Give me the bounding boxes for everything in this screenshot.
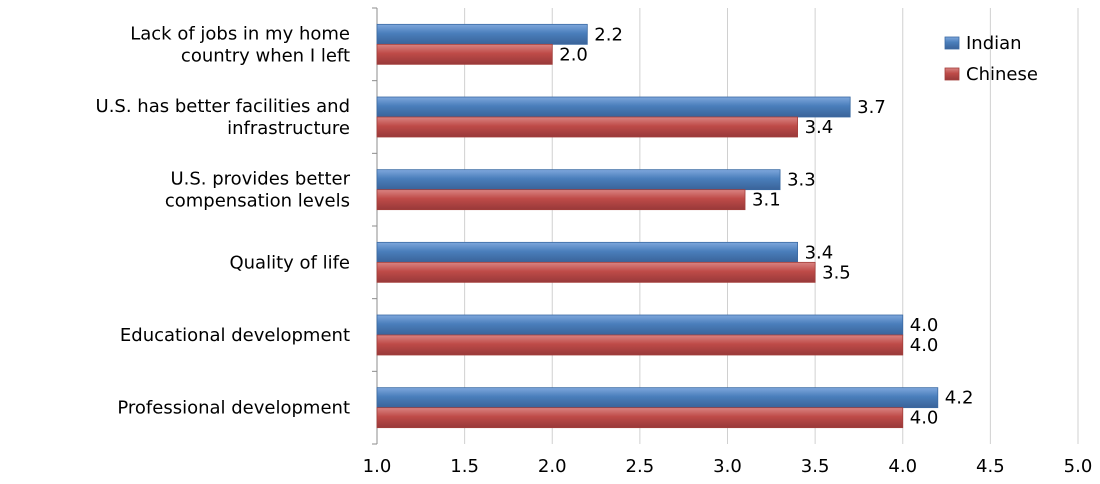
category-axis [372,7,378,445]
x-tick-label: 3.0 [713,456,742,477]
legend-swatch-indian [944,36,960,50]
data-label: 2.2 [594,24,623,45]
bar-indian [376,387,939,409]
legend-swatch-chinese [944,67,960,81]
category-label: U.S. provides better [170,169,350,190]
x-tick-label: 1.5 [450,456,479,477]
category-label: Professional development [117,398,350,419]
category-label: Educational development [120,325,350,346]
data-label: 3.3 [787,170,816,191]
x-tick-label: 2.0 [538,456,567,477]
category-label: infrastructure [227,118,350,139]
data-label: 4.0 [910,315,939,336]
data-label: 3.4 [805,117,834,138]
bars [376,23,939,429]
bar-indian [376,241,799,263]
data-label: 4.0 [910,335,939,356]
x-tick-label: 2.5 [626,456,655,477]
data-label: 3.5 [822,262,851,283]
legend-label-indian: Indian [966,33,1022,54]
category-label: compensation levels [165,191,350,212]
labels: 1.0 1.5 2.0 2.5 3.0 3.5 4.0 4.5 5.0 2.2 2.0 Lack of… [96,23,1093,477]
data-label: 3.7 [857,97,886,118]
bar-chinese [376,407,904,429]
bar-chinese [376,189,746,211]
x-tick-label: 1.0 [363,456,392,477]
bar-indian [376,96,851,118]
bar-indian [376,314,904,336]
bar-indian [376,23,588,45]
x-tick-label: 4.0 [888,456,917,477]
x-tick-label: 4.5 [976,456,1005,477]
data-label: 4.0 [910,408,939,429]
data-label: 4.2 [945,388,974,409]
x-tick-label: 3.5 [801,456,830,477]
data-label: 3.1 [752,190,781,211]
legend-label-chinese: Chinese [966,64,1038,85]
data-label: 3.4 [805,242,834,263]
gridlines [464,8,1079,444]
bar-chinese [376,116,799,138]
bar-chinese [376,261,816,283]
bar-indian [376,169,781,191]
category-label: Lack of jobs in my home [130,23,350,44]
category-label: country when I left [181,45,350,66]
bar-chinese [376,334,904,356]
legend: Indian Chinese [944,33,1038,85]
category-label: Quality of life [229,252,350,273]
bar-chinese [376,43,553,65]
category-label: U.S. has better facilities and [96,96,350,117]
data-label: 2.0 [559,44,588,65]
x-tick-label: 5.0 [1064,456,1093,477]
